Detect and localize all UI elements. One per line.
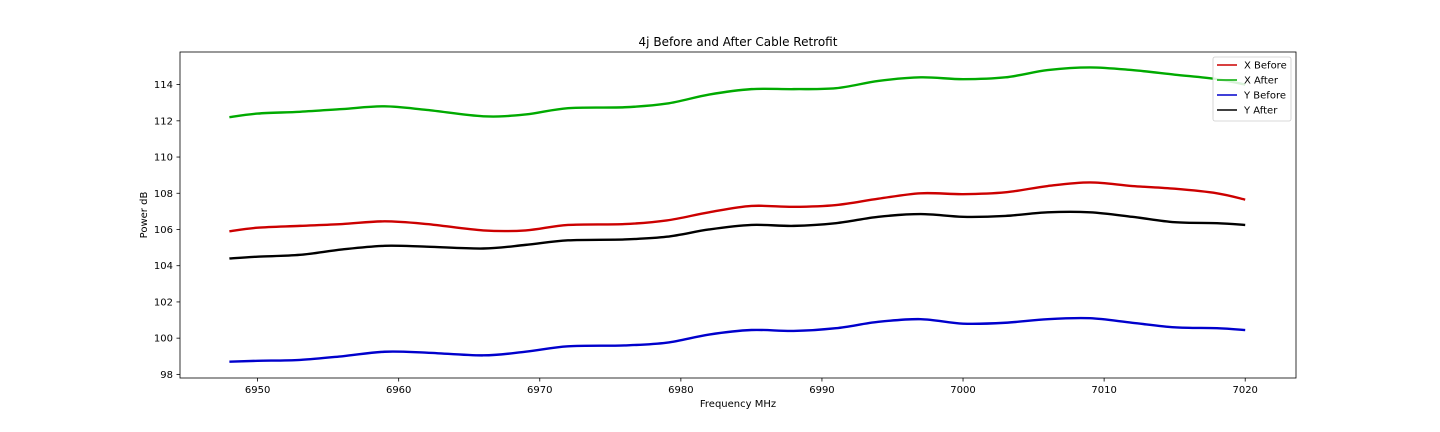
chart-title: 4j Before and After Cable Retrofit [639,35,838,49]
y-tick-label: 106 [154,225,173,236]
plot-frame [179,51,1297,379]
y-tick-label: 112 [154,116,173,127]
legend-entry-label: X After [1244,76,1279,87]
y-tick-label: 110 [154,153,173,164]
legend-entry-label: X Before [1244,61,1287,72]
legend: X Before X After Y Before Y After [1212,56,1292,122]
series-line-3 [229,316,1246,363]
x-tick-label: 7010 [1091,385,1116,396]
y-tick-label: 114 [154,80,173,91]
y-tick-label: 104 [154,261,173,272]
legend-entry-label: Y After [1243,106,1278,117]
x-tick-label: 7000 [950,385,975,396]
x-tick-label: 6960 [386,385,411,396]
x-tick-label: 6990 [809,385,834,396]
y-tick-label: 108 [154,189,173,200]
x-tick-label: 6980 [668,385,693,396]
y-tick-label: 100 [154,334,173,345]
legend-entry-label: Y Before [1243,91,1286,102]
plot-area: 6950 6960 6970 6980 6990 7000 7010 7020 98 100 102… [154,51,1297,396]
x-tick-label: 6970 [527,385,552,396]
y-axis-label: Power dB [139,192,150,239]
series-line-2 [229,66,1246,119]
legend-box [1212,56,1292,122]
x-tick-label: 7020 [1232,385,1257,396]
series-line-4 [229,210,1246,260]
y-tick-label: 102 [154,297,173,308]
series-line-1 [229,181,1246,233]
x-axis-label: Frequency MHz [700,399,776,410]
x-tick-label: 6950 [245,385,270,396]
y-tick-label: 98 [160,370,173,381]
